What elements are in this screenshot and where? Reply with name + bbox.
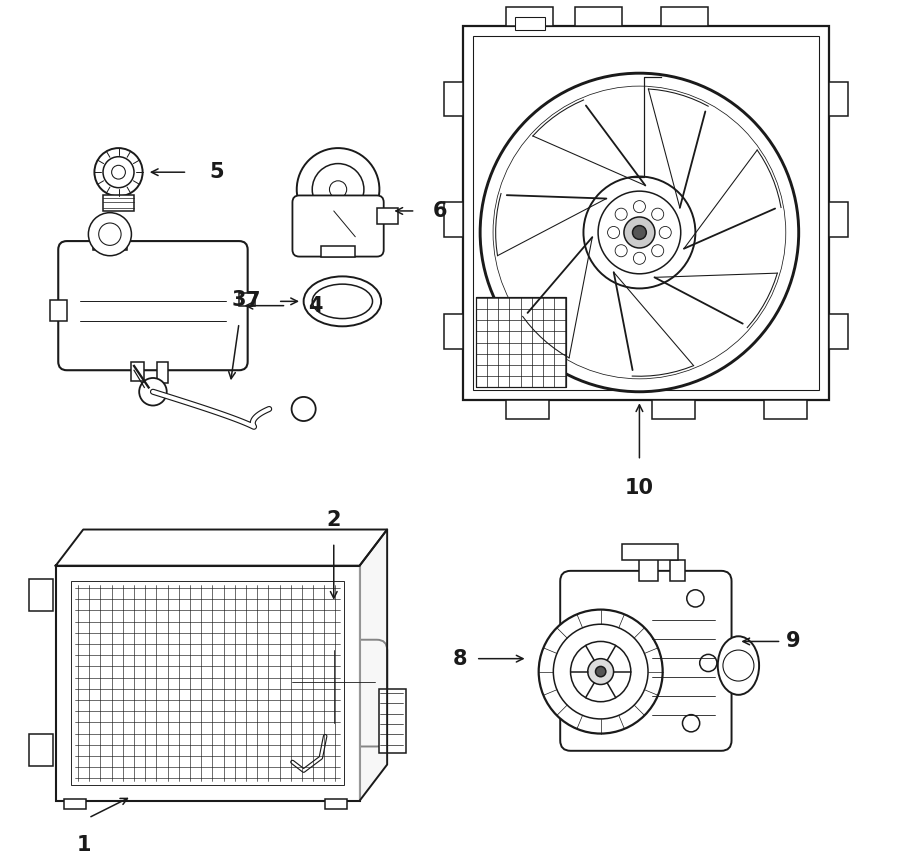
Bar: [764, 400, 807, 419]
FancyBboxPatch shape: [560, 571, 732, 751]
Bar: [29, 734, 53, 766]
Bar: [444, 82, 463, 116]
Circle shape: [634, 252, 645, 264]
Bar: [377, 208, 399, 224]
Bar: [476, 297, 566, 387]
Text: 5: 5: [209, 162, 223, 183]
Circle shape: [571, 641, 631, 702]
Text: 2: 2: [327, 510, 341, 530]
Bar: [661, 7, 708, 26]
Bar: [71, 581, 344, 785]
Bar: [158, 362, 167, 383]
Circle shape: [652, 208, 663, 220]
Bar: [239, 293, 255, 306]
Bar: [131, 362, 144, 381]
Bar: [444, 314, 463, 349]
Bar: [639, 557, 659, 581]
Circle shape: [588, 659, 614, 684]
Bar: [56, 566, 360, 801]
Text: 1: 1: [76, 835, 91, 855]
Bar: [829, 314, 848, 349]
Text: 8: 8: [453, 648, 467, 669]
Bar: [670, 560, 685, 581]
Bar: [444, 202, 463, 237]
Circle shape: [493, 86, 786, 379]
Circle shape: [699, 654, 717, 672]
Circle shape: [329, 181, 346, 198]
Circle shape: [652, 245, 663, 257]
Bar: [652, 400, 696, 419]
Bar: [103, 195, 134, 211]
Circle shape: [308, 656, 360, 708]
Ellipse shape: [718, 636, 759, 695]
Bar: [622, 544, 679, 560]
Circle shape: [633, 226, 646, 239]
Circle shape: [687, 590, 704, 607]
Bar: [320, 246, 356, 257]
Bar: [64, 799, 86, 809]
Circle shape: [615, 208, 627, 220]
Circle shape: [297, 148, 380, 231]
Circle shape: [94, 148, 142, 196]
Circle shape: [312, 164, 364, 215]
Polygon shape: [360, 530, 387, 801]
Bar: [829, 82, 848, 116]
Bar: [463, 26, 829, 400]
Circle shape: [608, 226, 619, 238]
Text: 4: 4: [308, 295, 322, 316]
Bar: [575, 7, 622, 26]
Circle shape: [624, 217, 655, 248]
Ellipse shape: [303, 276, 381, 326]
FancyBboxPatch shape: [281, 640, 387, 746]
Text: 6: 6: [433, 201, 447, 221]
Bar: [379, 689, 406, 753]
Circle shape: [723, 650, 754, 681]
Bar: [515, 17, 544, 30]
Bar: [93, 234, 127, 250]
Text: 3: 3: [232, 290, 247, 310]
Circle shape: [112, 165, 125, 179]
Bar: [473, 36, 818, 390]
Text: 9: 9: [786, 631, 800, 652]
Circle shape: [88, 213, 131, 256]
Bar: [506, 7, 554, 26]
Circle shape: [103, 157, 134, 188]
Circle shape: [659, 226, 671, 238]
Ellipse shape: [312, 284, 373, 319]
Bar: [325, 799, 346, 809]
Circle shape: [140, 378, 166, 406]
Bar: [50, 300, 67, 321]
Circle shape: [554, 624, 648, 719]
Bar: [319, 616, 349, 650]
Circle shape: [596, 666, 606, 677]
FancyBboxPatch shape: [292, 195, 383, 257]
Circle shape: [615, 245, 627, 257]
Circle shape: [539, 610, 662, 734]
Circle shape: [292, 397, 316, 421]
Circle shape: [682, 715, 699, 732]
Text: 10: 10: [625, 478, 654, 498]
Text: 7: 7: [246, 291, 261, 312]
Circle shape: [99, 223, 122, 245]
Circle shape: [319, 617, 349, 648]
Bar: [829, 202, 848, 237]
Bar: [29, 579, 53, 611]
Circle shape: [480, 73, 798, 392]
Circle shape: [634, 201, 645, 213]
Circle shape: [598, 191, 680, 274]
Bar: [506, 400, 549, 419]
FancyBboxPatch shape: [58, 241, 248, 370]
Circle shape: [583, 177, 696, 288]
